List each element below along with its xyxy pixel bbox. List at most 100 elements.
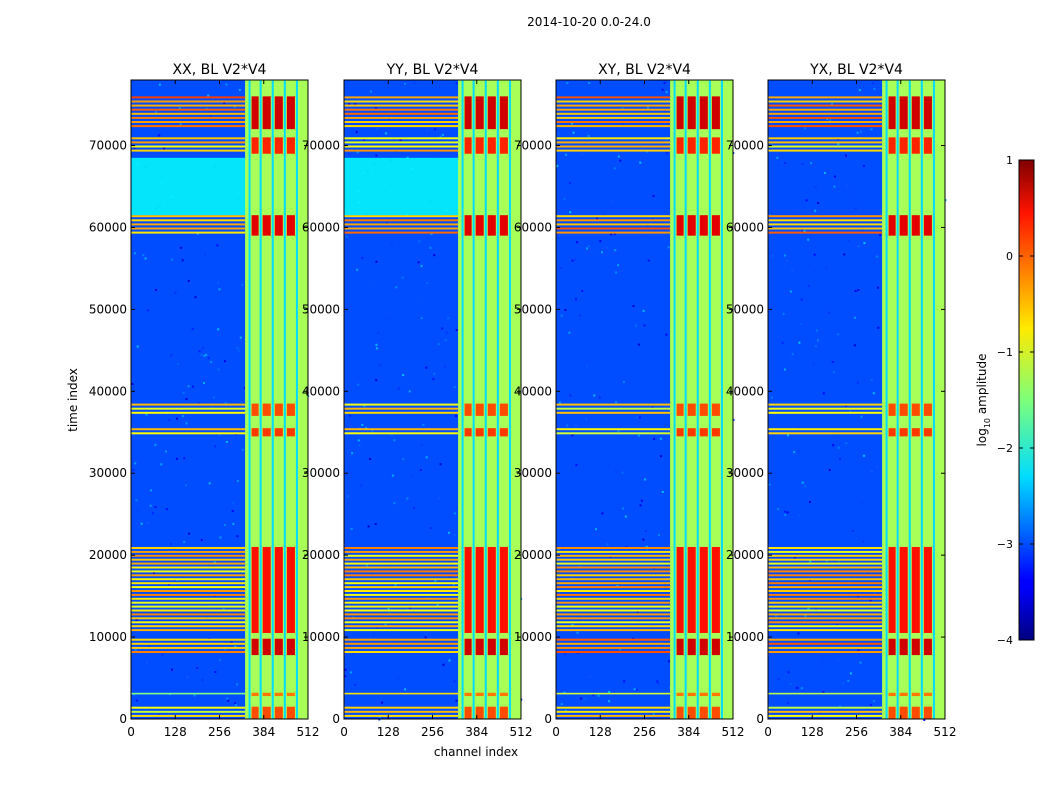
y-tick-label: 0 (756, 712, 764, 726)
y-tick-label: 30000 (726, 466, 764, 480)
x-tick-label: 384 (465, 725, 488, 739)
heatmap-rfi-time-band (768, 428, 932, 437)
heatmap-rfi-time-band (131, 706, 295, 719)
heatmap-rfi-time-band (131, 403, 295, 416)
x-tick-label: 128 (164, 725, 187, 739)
heatmap-rfi-time-band (556, 546, 720, 633)
heatmap-rfi-time-band (131, 96, 295, 130)
heatmap-rfi-time-band (344, 638, 508, 656)
y-tick-label: 10000 (726, 630, 764, 644)
heatmap-rfi-time-band (556, 96, 720, 130)
x-tick-label: 384 (252, 725, 275, 739)
x-tick-label: 128 (589, 725, 612, 739)
y-tick-label: 60000 (726, 220, 764, 234)
x-tick-label: 256 (421, 725, 444, 739)
heatmap-rfi-time-band (768, 215, 932, 236)
colorbar-tick-label: −1 (997, 346, 1013, 359)
y-tick-label: 20000 (89, 548, 127, 562)
panel-xy: XY, BL V2*V4 0 128 256 384 512 0 10000 20000 3000… (514, 62, 745, 739)
colorbar-ticks: 1 0 −1 −2 −3 −4 (997, 154, 1034, 647)
colorbar-tick-label: −3 (997, 538, 1013, 551)
heatmap-rfi-time-band (556, 692, 720, 697)
x-tick-label: 512 (297, 725, 320, 739)
x-tick-label: 256 (845, 725, 868, 739)
heatmap-rfi-time-band (556, 215, 720, 236)
heatmap-rfi-time-band (344, 403, 508, 416)
panel-yy: YY, BL V2*V4 0 128 256 384 512 0 10000 20000 3000… (302, 62, 533, 739)
x-tick-label: 256 (208, 725, 231, 739)
y-tick-label: 50000 (514, 302, 552, 316)
colorbar-tick-label: 0 (1006, 250, 1013, 263)
x-tick-label: 512 (722, 725, 745, 739)
y-tick-label: 0 (119, 712, 127, 726)
x-axis-label: channel index (434, 745, 518, 759)
heatmap-rfi-time-band (131, 137, 295, 154)
heatmap-rfi-time-band (131, 638, 295, 656)
x-tick-label: 256 (633, 725, 656, 739)
y-tick-label: 50000 (726, 302, 764, 316)
colorbar-label-rest: amplitude (975, 354, 989, 418)
heatmap-rfi-time-band (344, 215, 508, 236)
y-tick-label: 50000 (302, 302, 340, 316)
x-tick-label: 0 (552, 725, 560, 739)
panel-xx: XX, BL V2*V4 0 128 256 384 512 0 10000 20000 3000… (89, 62, 320, 739)
x-tick-label: 0 (764, 725, 772, 739)
heatmap-rfi-time-band (768, 638, 932, 656)
heatmap-rfi-time-band (556, 638, 720, 656)
heatmap-rfi-time-band (344, 137, 508, 154)
x-tick-label: 384 (889, 725, 912, 739)
y-tick-label: 40000 (726, 384, 764, 398)
y-tick-label: 60000 (89, 220, 127, 234)
chart-suptitle: 2014-10-20 0.0-24.0 (527, 15, 651, 29)
y-tick-label: 70000 (89, 139, 127, 153)
heatmap-rfi-time-band (131, 428, 295, 437)
y-tick-label: 0 (332, 712, 340, 726)
y-tick-label: 0 (544, 712, 552, 726)
heatmap-rfi-time-band (768, 546, 932, 633)
heatmap-rfi-time-band (344, 428, 508, 437)
x-tick-label: 0 (127, 725, 135, 739)
colorbar-label-sub: 10 (983, 418, 992, 428)
heatmap-rfi-time-band (131, 692, 295, 697)
panel-title: YX, BL V2*V4 (809, 62, 903, 78)
y-tick-label: 50000 (89, 302, 127, 316)
y-tick-label: 10000 (89, 630, 127, 644)
x-tick-label: 512 (934, 725, 957, 739)
y-tick-label: 30000 (89, 466, 127, 480)
y-tick-label: 70000 (514, 139, 552, 153)
x-tick-label: 128 (801, 725, 824, 739)
x-tick-label: 384 (677, 725, 700, 739)
colorbar-gradient (1018, 159, 1035, 641)
panel-yx: YX, BL V2*V4 0 128 256 384 512 0 10000 20000 3000… (726, 62, 957, 739)
heatmap-rfi-time-band (344, 706, 508, 719)
y-tick-label: 70000 (302, 139, 340, 153)
y-tick-label: 10000 (514, 630, 552, 644)
colorbar-tick-label: −2 (997, 442, 1013, 455)
y-tick-label: 60000 (302, 220, 340, 234)
heatmap-rfi-time-band (768, 137, 932, 154)
heatmap-rfi-time-band (344, 546, 508, 633)
colorbar-tick-label: 1 (1006, 154, 1013, 167)
y-tick-label: 20000 (726, 548, 764, 562)
heatmap-rfi-time-band (556, 137, 720, 154)
heatmap-rfi-time-band (344, 692, 508, 697)
panel-title: YY, BL V2*V4 (386, 62, 479, 78)
y-tick-label: 40000 (514, 384, 552, 398)
heatmap-rfi-time-band (556, 403, 720, 416)
y-tick-label: 70000 (726, 139, 764, 153)
y-tick-label: 30000 (302, 466, 340, 480)
y-tick-label: 40000 (89, 384, 127, 398)
heatmap-rfi-time-band (131, 546, 295, 633)
heatmap-rfi-time-band (768, 706, 932, 719)
heatmap-rfi-time-band (556, 428, 720, 437)
colorbar: 10−1−2−3−4 log10 amplitude (975, 154, 1035, 647)
y-tick-label: 20000 (302, 548, 340, 562)
panel-title: XX, BL V2*V4 (173, 62, 267, 78)
x-tick-label: 128 (377, 725, 400, 739)
y-axis-label: time index (66, 368, 80, 432)
y-tick-label: 30000 (514, 466, 552, 480)
panel-title: XY, BL V2*V4 (598, 62, 691, 78)
colorbar-label: log10 amplitude (975, 354, 992, 447)
y-tick-label: 60000 (514, 220, 552, 234)
